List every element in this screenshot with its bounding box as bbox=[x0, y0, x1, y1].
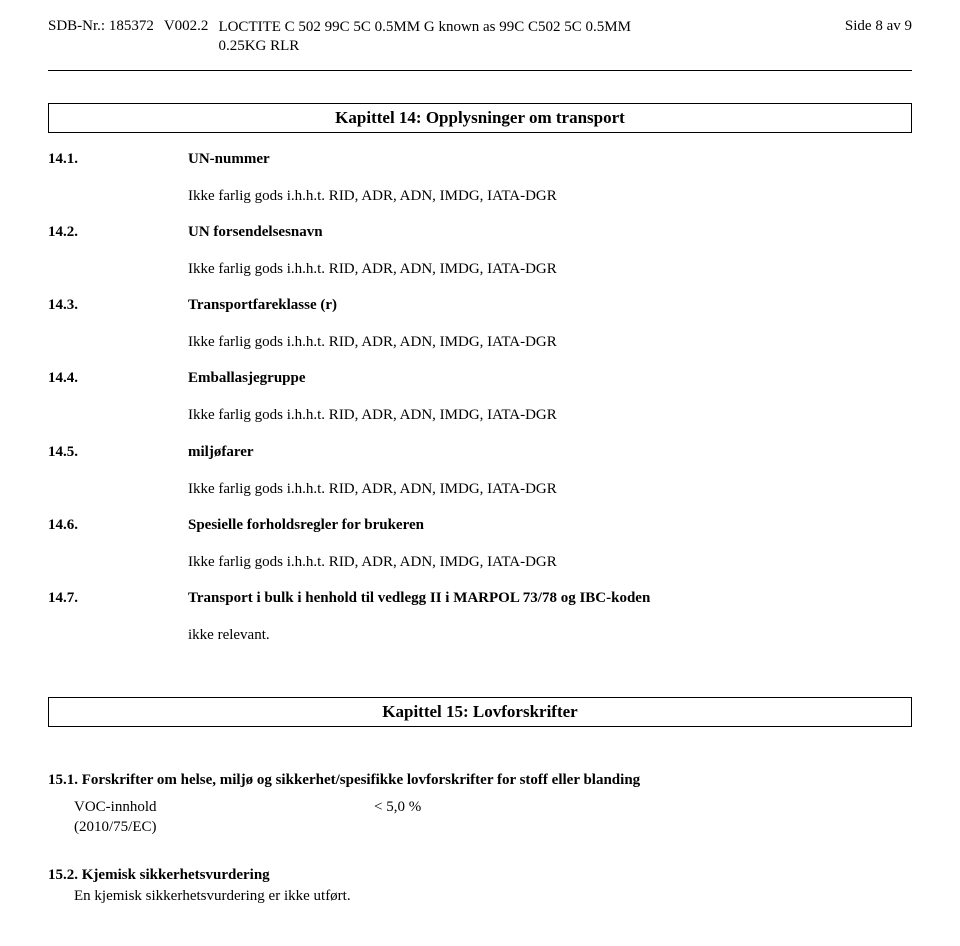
section-14-2-heading: 14.2. UN forsendelsesnavn bbox=[48, 224, 912, 241]
section-14-2-body: Ikke farlig gods i.h.h.t. RID, ADR, ADN,… bbox=[188, 259, 912, 279]
section-14-6-body: Ikke farlig gods i.h.h.t. RID, ADR, ADN,… bbox=[188, 552, 912, 572]
section-label: miljøfarer bbox=[188, 444, 254, 461]
page-number: Side 8 av 9 bbox=[845, 18, 912, 35]
section-14-5-heading: 14.5. miljøfarer bbox=[48, 444, 912, 461]
section-14-4-heading: 14.4. Emballasjegruppe bbox=[48, 370, 912, 387]
section-label: Transportfareklasse (r) bbox=[188, 297, 337, 314]
product-line2: 0.25KG RLR bbox=[218, 37, 631, 56]
section-num: 14.3. bbox=[48, 297, 188, 314]
section-num: 14.5. bbox=[48, 444, 188, 461]
product-line1: LOCTITE C 502 99C 5C 0.5MM G known as 99… bbox=[218, 18, 631, 37]
section-num: 14.7. bbox=[48, 590, 188, 607]
section-num: 14.4. bbox=[48, 370, 188, 387]
section-14-7-body: ikke relevant. bbox=[188, 625, 912, 645]
section-15-2: 15.2. Kjemisk sikkerhetsvurdering En kje… bbox=[48, 865, 912, 906]
section-15-2-heading: 15.2. Kjemisk sikkerhetsvurdering bbox=[48, 865, 912, 885]
sdb-label: SDB-Nr.: bbox=[48, 18, 105, 34]
section-15-1-heading: 15.1. Forskrifter om helse, miljø og sik… bbox=[48, 771, 912, 791]
sdb-number: SDB-Nr.: 185372 bbox=[48, 18, 154, 56]
section-14-3-body: Ikke farlig gods i.h.h.t. RID, ADR, ADN,… bbox=[188, 332, 912, 352]
chapter-15-title: Kapittel 15: Lovforskrifter bbox=[48, 697, 912, 727]
header-left: SDB-Nr.: 185372 V002.2 LOCTITE C 502 99C… bbox=[48, 18, 631, 56]
header-divider bbox=[48, 70, 912, 71]
section-num: 14.6. bbox=[48, 517, 188, 534]
chapter-14-items: 14.1. UN-nummer Ikke farlig gods i.h.h.t… bbox=[48, 151, 912, 646]
section-14-7-heading: 14.7. Transport i bulk i henhold til ved… bbox=[48, 590, 912, 607]
section-num: 14.1. bbox=[48, 151, 188, 168]
voc-row: VOC-innhold (2010/75/EC) < 5,0 % bbox=[74, 797, 912, 838]
section-14-1-heading: 14.1. UN-nummer bbox=[48, 151, 912, 168]
version: V002.2 bbox=[164, 18, 209, 56]
section-label: UN forsendelsesnavn bbox=[188, 224, 323, 241]
voc-sub: (2010/75/EC) bbox=[74, 817, 374, 837]
voc-label-block: VOC-innhold (2010/75/EC) bbox=[74, 797, 374, 838]
section-14-5-body: Ikke farlig gods i.h.h.t. RID, ADR, ADN,… bbox=[188, 479, 912, 499]
section-14-4-body: Ikke farlig gods i.h.h.t. RID, ADR, ADN,… bbox=[188, 405, 912, 425]
sdb-value: 185372 bbox=[109, 18, 154, 34]
voc-label: VOC-innhold bbox=[74, 797, 374, 817]
chapter-14-title: Kapittel 14: Opplysninger om transport bbox=[48, 103, 912, 133]
section-15-2-body: En kjemisk sikkerhetsvurdering er ikke u… bbox=[74, 886, 912, 906]
section-14-1-body: Ikke farlig gods i.h.h.t. RID, ADR, ADN,… bbox=[188, 186, 912, 206]
section-label: Transport i bulk i henhold til vedlegg I… bbox=[188, 590, 650, 607]
voc-value: < 5,0 % bbox=[374, 797, 421, 838]
document-header: SDB-Nr.: 185372 V002.2 LOCTITE C 502 99C… bbox=[48, 18, 912, 56]
section-14-6-heading: 14.6. Spesielle forholdsregler for bruke… bbox=[48, 517, 912, 534]
product-name: LOCTITE C 502 99C 5C 0.5MM G known as 99… bbox=[218, 18, 631, 56]
section-label: Emballasjegruppe bbox=[188, 370, 306, 387]
section-14-3-heading: 14.3. Transportfareklasse (r) bbox=[48, 297, 912, 314]
section-label: UN-nummer bbox=[188, 151, 270, 168]
section-num: 14.2. bbox=[48, 224, 188, 241]
section-label: Spesielle forholdsregler for brukeren bbox=[188, 517, 424, 534]
